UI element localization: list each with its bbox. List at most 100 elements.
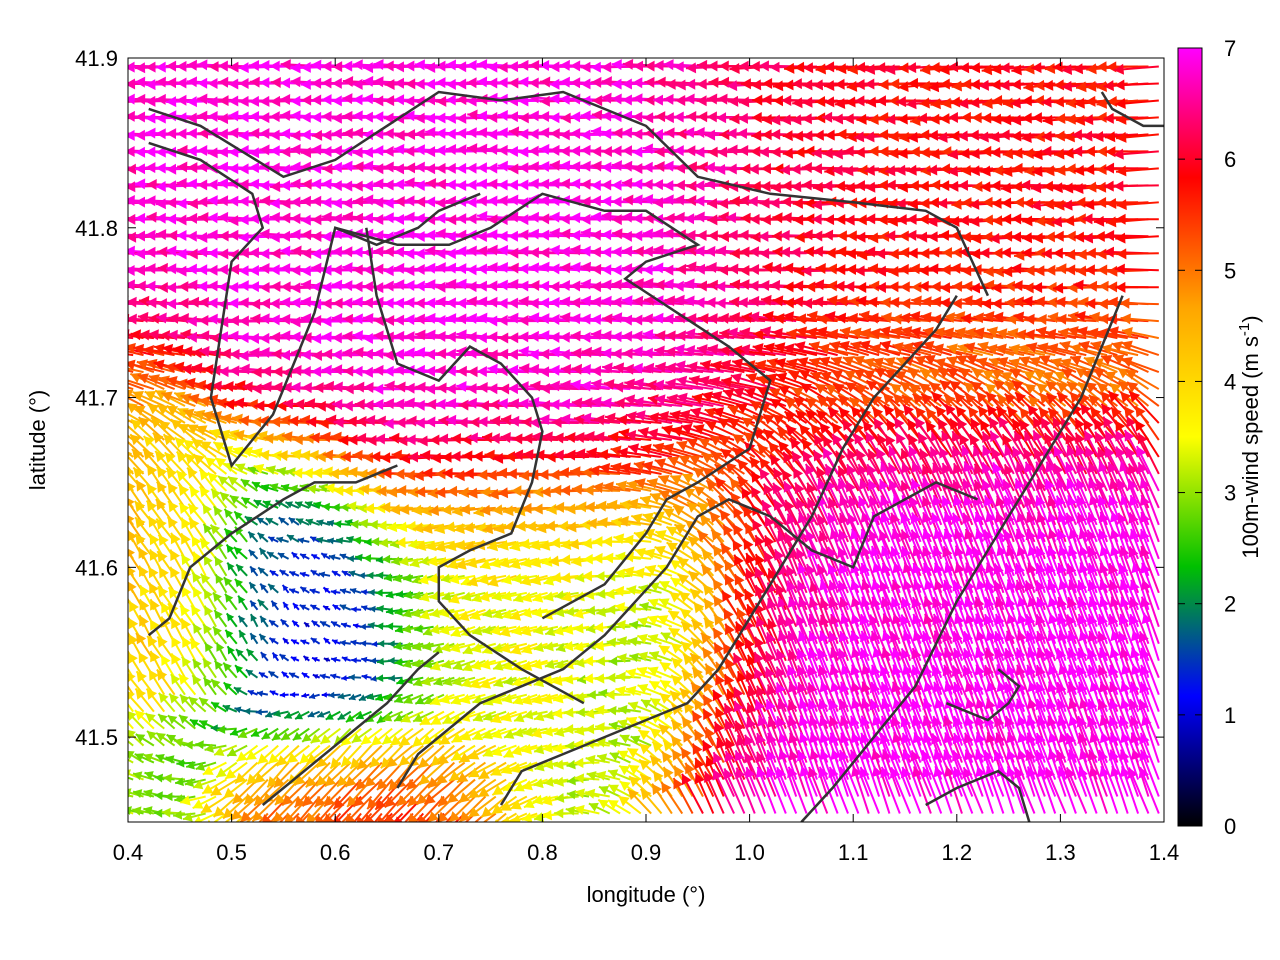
- wind-vector: [192, 623, 207, 645]
- wind-vector: [1113, 180, 1159, 192]
- wind-vector: [210, 488, 228, 509]
- wind-vector: [195, 740, 217, 750]
- wind-vector: [128, 396, 145, 407]
- wind-vector: [269, 569, 279, 577]
- wind-vector: [341, 675, 351, 681]
- wind-vector: [249, 613, 259, 628]
- wind-vector: [190, 604, 207, 628]
- wind-vector: [135, 733, 155, 747]
- wind-vector: [320, 552, 331, 560]
- wind-vector: [148, 669, 166, 696]
- wind-vector: [204, 743, 227, 753]
- wind-vector: [352, 623, 362, 629]
- wind-vector: [207, 471, 228, 492]
- wind-vector: [233, 546, 248, 560]
- wind-vector: [259, 583, 269, 594]
- wind-vector: [223, 576, 238, 594]
- wind-vector: [1113, 148, 1159, 160]
- wind-vector: [370, 537, 393, 547]
- wind-vector: [1114, 79, 1159, 91]
- wind-vector-field: [128, 58, 1160, 822]
- x-tick-label: 0.9: [631, 840, 662, 865]
- wind-vector: [174, 794, 196, 804]
- wind-vector: [222, 681, 238, 696]
- wind-vector: [225, 612, 238, 628]
- wind-vector: [128, 350, 144, 357]
- colorbar-title: 100m-wind speed (m s-1): [1236, 315, 1263, 558]
- wind-vector: [199, 537, 217, 560]
- wind-vector: [267, 583, 279, 594]
- colorbar-tick-label: 6: [1224, 147, 1236, 172]
- wind-vector: [291, 619, 300, 628]
- wind-vector: [158, 566, 176, 594]
- wind-vector: [1119, 297, 1159, 309]
- wind-vector: [215, 761, 238, 779]
- wind-vector: [280, 618, 290, 628]
- wind-vector: [128, 313, 175, 325]
- wind-vector: [245, 648, 259, 662]
- wind-vector: [541, 809, 569, 821]
- wind-vector: [194, 812, 217, 822]
- wind-vector: [128, 412, 145, 424]
- wind-vector: [299, 571, 310, 578]
- wind-vector: [225, 544, 238, 560]
- wind-vector: [351, 606, 362, 613]
- wind-vector: [204, 456, 228, 475]
- wind-vector: [128, 758, 134, 764]
- wind-vector: [217, 475, 238, 492]
- wind-vector: [201, 503, 217, 526]
- wind-vector: [331, 570, 341, 577]
- wind-vector: [323, 657, 331, 663]
- wind-vector: [332, 603, 341, 611]
- x-tick-label: 0.6: [320, 840, 351, 865]
- wind-vector: [201, 778, 227, 795]
- wind-vector: [350, 639, 362, 646]
- x-tick-label: 1.4: [1149, 840, 1180, 865]
- wind-vector: [188, 517, 207, 543]
- wind-vector: [584, 723, 610, 735]
- wind-vector: [247, 689, 258, 696]
- wind-vector: [257, 566, 269, 577]
- wind-vector: [192, 658, 207, 679]
- wind-vector: [143, 344, 186, 357]
- wind-vector: [279, 692, 289, 698]
- wind-vector: [170, 652, 186, 679]
- wind-vector: [234, 578, 248, 594]
- wind-vector: [128, 166, 144, 170]
- wind-vector: [249, 632, 259, 645]
- wind-vector: [310, 553, 321, 560]
- wind-vector: [213, 609, 228, 628]
- wind-vector: [128, 269, 134, 272]
- colorbar-tick-label: 3: [1224, 481, 1236, 506]
- wind-vector: [339, 639, 351, 647]
- wind-vector: [144, 712, 165, 730]
- wind-vector: [279, 569, 290, 577]
- x-tick-label: 0.5: [216, 840, 247, 865]
- wind-vector: [128, 302, 134, 306]
- wind-vector: [213, 505, 228, 526]
- wind-vector: [1104, 229, 1149, 241]
- wind-vector: [187, 503, 207, 526]
- wind-vector: [213, 556, 228, 577]
- wind-vector: [245, 668, 259, 679]
- wind-vector: [189, 638, 207, 662]
- wind-vector: [182, 812, 206, 822]
- wind-vector: [200, 795, 227, 814]
- wind-vector: [191, 674, 207, 696]
- wind-vector: [1115, 281, 1159, 293]
- wind-vector: [179, 604, 197, 628]
- wind-vector: [322, 586, 331, 594]
- wind-vector: [128, 369, 134, 374]
- x-tick-label: 0.8: [527, 840, 558, 865]
- wind-vector: [227, 475, 248, 492]
- wind-vector: [361, 673, 372, 680]
- wind-vector: [212, 591, 228, 611]
- wind-vector: [128, 353, 134, 357]
- wind-vector: [282, 601, 290, 611]
- wind-vector: [210, 701, 227, 713]
- wind-vector: [226, 645, 238, 662]
- wind-vector: [234, 664, 248, 679]
- wind-vector: [312, 673, 321, 680]
